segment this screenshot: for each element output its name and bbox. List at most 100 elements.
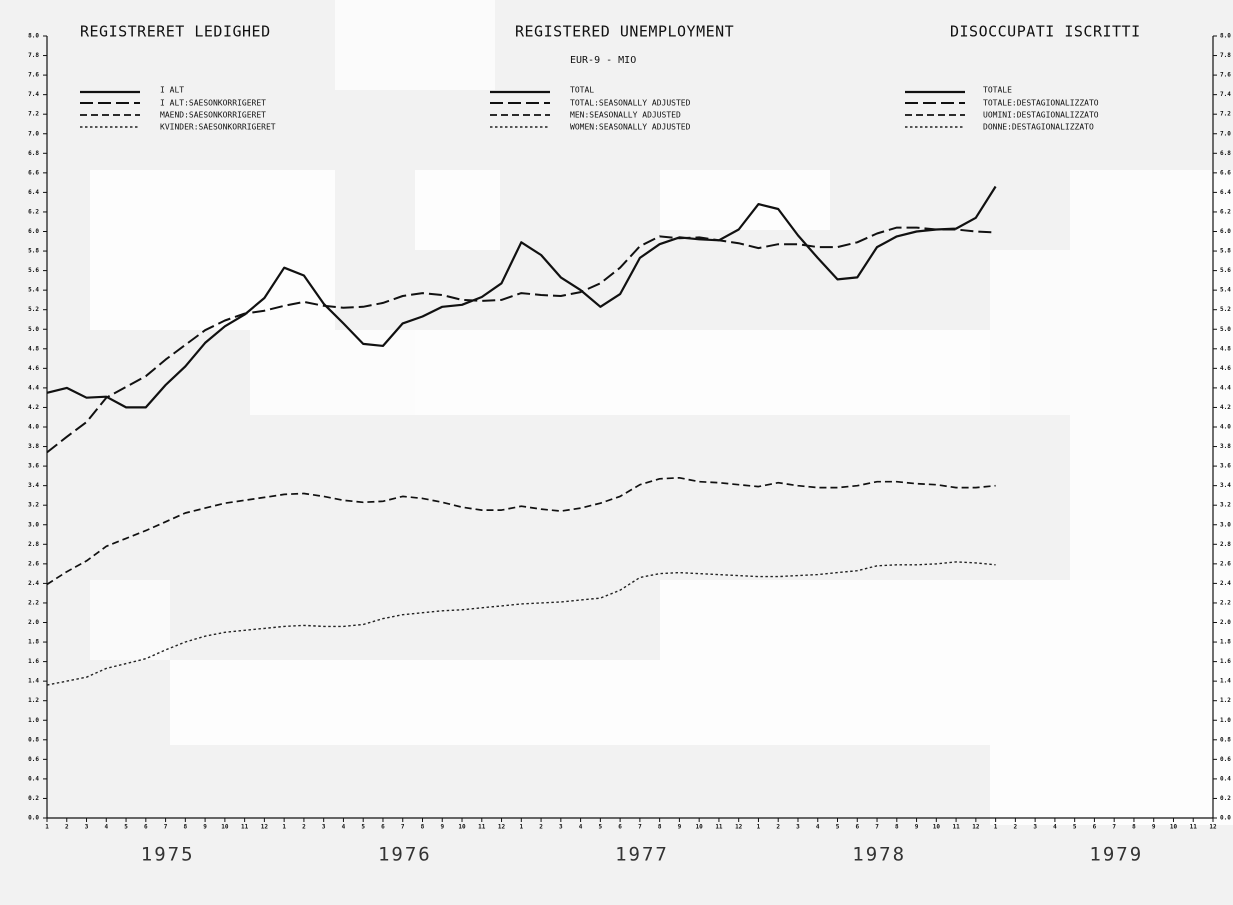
series-line [46,226,996,454]
legend-italian-label: TOTALE:DESTAGIONALIZZATO [983,99,1099,108]
y-tick-label-right: 1.4 [1220,678,1231,685]
y-tick-label-right: 5.0 [1220,326,1231,333]
y-tick-label-right: 4.0 [1220,424,1231,431]
x-tick-label: 10 [1170,824,1178,831]
y-tick-label-left: 7.8 [28,52,39,59]
x-tick-label: 3 [796,824,800,831]
y-tick-label-right: 5.4 [1220,287,1231,294]
x-tick-label: 1 [757,824,761,831]
y-tick-label-left: 0.6 [28,756,39,763]
x-tick-label: 6 [381,824,385,831]
y-tick-label-left: 3.4 [28,482,39,489]
x-tick-label: 12 [1209,824,1217,831]
y-tick-label-right: 7.2 [1220,111,1231,118]
y-tick-label-left: 7.2 [28,111,39,118]
y-tick-label-left: 0.2 [28,795,39,802]
y-tick-label-left: 0.0 [28,815,39,822]
x-tick-label: 2 [302,824,306,831]
y-tick-label-left: 5.4 [28,287,39,294]
y-tick-label-right: 0.0 [1220,815,1231,822]
y-tick-label-right: 1.0 [1220,717,1231,724]
x-tick-label: 6 [855,824,859,831]
x-tick-label: 9 [915,824,919,831]
x-tick-label: 2 [539,824,543,831]
y-tick-label-right: 1.6 [1220,658,1231,665]
y-tick-label-right: 3.8 [1220,443,1231,450]
legend-english-label: TOTAL:SEASONALLY ADJUSTED [570,99,691,108]
x-tick-label: 5 [124,824,128,831]
legend-danish-label: KVINDER:SAESONKORRIGERET [160,123,276,132]
y-tick-label-left: 1.8 [28,639,39,646]
year-label: 1979 [1089,844,1143,866]
legend-english-label: MEN:SEASONALLY ADJUSTED [570,111,681,120]
legend-italian-label: DONNE:DESTAGIONALIZZATO [983,123,1094,132]
y-tick-label-right: 5.8 [1220,248,1231,255]
year-label: 1978 [852,844,906,866]
y-tick-label-left: 2.0 [28,619,39,626]
year-label: 1975 [141,844,195,866]
y-tick-label-right: 0.6 [1220,756,1231,763]
x-tick-label: 6 [144,824,148,831]
x-tick-label: 8 [1132,824,1136,831]
subtitle: EUR-9 - MIO [570,55,636,66]
y-tick-label-right: 1.8 [1220,639,1231,646]
x-tick-label: 3 [85,824,89,831]
x-tick-label: 4 [816,824,820,831]
x-tick-label: 10 [458,824,466,831]
y-tick-label-left: 6.6 [28,169,39,176]
y-tick-label-right: 5.2 [1220,306,1231,313]
y-tick-label-left: 3.2 [28,502,39,509]
series-line [46,561,996,686]
y-tick-label-left: 6.2 [28,208,39,215]
x-tick-label: 5 [1073,824,1077,831]
y-tick-label-right: 2.4 [1220,580,1231,587]
legend-danish-label: I ALT [160,86,184,95]
x-tick-label: 12 [972,824,980,831]
y-tick-label-left: 7.0 [28,130,39,137]
y-tick-label-right: 1.2 [1220,697,1231,704]
y-tick-label-left: 4.4 [28,384,39,391]
y-tick-label-left: 3.0 [28,521,39,528]
y-tick-label-left: 7.6 [28,72,39,79]
y-tick-label-right: 4.6 [1220,365,1231,372]
y-tick-label-left: 0.8 [28,736,39,743]
y-tick-label-left: 0.4 [28,775,39,782]
y-tick-label-right: 7.0 [1220,130,1231,137]
x-tick-label: 7 [638,824,642,831]
legend-italian-label: UOMINI:DESTAGIONALIZZATO [983,111,1099,120]
y-tick-label-left: 6.0 [28,228,39,235]
y-tick-label-left: 4.0 [28,424,39,431]
x-tick-label: 9 [203,824,207,831]
y-tick-label-right: 0.2 [1220,795,1231,802]
x-tick-label: 11 [241,824,249,831]
x-tick-label: 12 [261,824,269,831]
series-line [46,185,997,409]
x-tick-label: 10 [696,824,704,831]
x-tick-label: 10 [933,824,941,831]
x-tick-label: 4 [104,824,108,831]
y-tick-label-left: 3.8 [28,443,39,450]
y-tick-label-right: 6.0 [1220,228,1231,235]
x-tick-label: 11 [952,824,960,831]
y-tick-label-right: 2.8 [1220,541,1231,548]
y-tick-label-right: 5.6 [1220,267,1231,274]
y-tick-label-right: 6.6 [1220,169,1231,176]
y-tick-label-right: 2.0 [1220,619,1231,626]
x-tick-label: 10 [221,824,229,831]
y-tick-label-right: 6.2 [1220,208,1231,215]
y-tick-label-left: 2.8 [28,541,39,548]
title-danish: REGISTRERET LEDIGHED [80,23,271,41]
x-tick-label: 3 [322,824,326,831]
y-tick-label-right: 7.6 [1220,72,1231,79]
y-tick-label-right: 7.8 [1220,52,1231,59]
title-italian: DISOCCUPATI ISCRITTI [950,23,1141,41]
y-tick-label-right: 3.2 [1220,502,1231,509]
x-tick-label: 8 [895,824,899,831]
y-tick-label-right: 4.2 [1220,404,1231,411]
y-tick-label-left: 1.6 [28,658,39,665]
x-tick-label: 4 [1053,824,1057,831]
y-tick-label-left: 4.8 [28,345,39,352]
y-tick-label-left: 3.6 [28,463,39,470]
x-tick-label: 2 [65,824,69,831]
